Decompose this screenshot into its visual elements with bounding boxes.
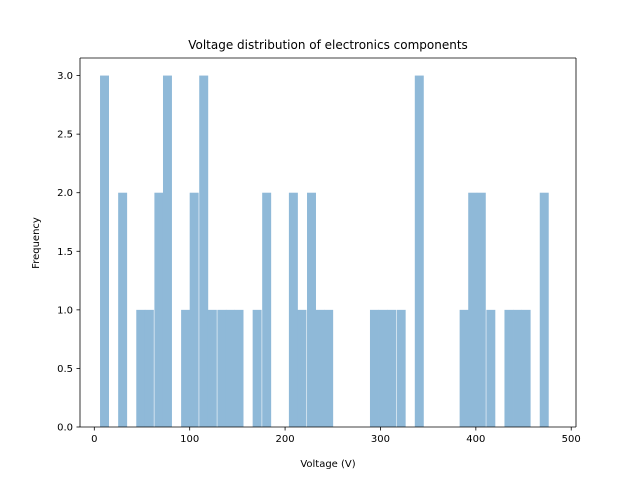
histogram-bar xyxy=(154,192,164,427)
histogram-bar xyxy=(100,75,109,427)
histogram-bar xyxy=(288,192,298,427)
histogram-bar xyxy=(396,309,406,427)
y-axis-label: Frequency xyxy=(31,217,42,269)
histogram-bar xyxy=(118,192,128,427)
histogram-bar xyxy=(387,309,397,427)
histogram-bar xyxy=(207,309,217,427)
histogram-bar xyxy=(225,309,235,427)
x-tick-label: 500 xyxy=(562,434,581,445)
histogram-bar xyxy=(414,75,424,427)
x-tick-label: 400 xyxy=(466,434,485,445)
histogram-bar xyxy=(181,309,191,427)
histogram-bar xyxy=(307,192,316,427)
histogram-bar xyxy=(539,192,549,427)
axes: 0 100 200 300 400 500 0.0 0.5 1.0 1.5 2.0 2.5 3.0 xyxy=(57,57,581,445)
histogram-bar xyxy=(189,192,199,427)
histogram-bar xyxy=(324,309,334,427)
histogram-bar xyxy=(144,309,154,427)
x-axis-label: Voltage (V) xyxy=(300,459,355,470)
histogram-bar xyxy=(513,309,523,427)
histogram-bar xyxy=(262,192,272,427)
histogram-bar xyxy=(378,309,388,427)
histogram-bar xyxy=(468,192,478,427)
histogram-bar xyxy=(504,309,514,427)
y-tick-label: 2.0 xyxy=(57,188,73,199)
y-tick-label: 3.0 xyxy=(57,71,73,82)
y-tick-label: 2.5 xyxy=(57,130,73,141)
y-tick-label: 1.5 xyxy=(57,247,73,258)
histogram-bar xyxy=(252,309,262,427)
histogram-bar xyxy=(459,309,469,427)
histogram-bar xyxy=(136,309,146,427)
y-tick-label: 0.0 xyxy=(57,423,73,434)
histogram-bar xyxy=(297,309,307,427)
histogram-bar xyxy=(199,75,209,427)
histogram-bar xyxy=(315,309,325,427)
y-tick-label: 0.5 xyxy=(57,364,73,375)
histogram-bar xyxy=(162,75,172,427)
histogram-bar xyxy=(476,192,486,427)
histogram-bar xyxy=(234,309,244,427)
histogram-bar xyxy=(369,309,379,427)
histogram-bar xyxy=(217,309,227,427)
plot-area xyxy=(100,75,549,427)
x-tick-label: 100 xyxy=(180,434,199,445)
x-tick-label: 200 xyxy=(276,434,295,445)
x-tick-label: 300 xyxy=(371,434,390,445)
histogram-bar xyxy=(521,309,531,427)
chart-title: Voltage distribution of electronics comp… xyxy=(188,38,468,52)
y-tick-label: 1.0 xyxy=(57,305,73,316)
histogram-bar xyxy=(486,309,496,427)
x-tick-label: 0 xyxy=(91,434,97,445)
